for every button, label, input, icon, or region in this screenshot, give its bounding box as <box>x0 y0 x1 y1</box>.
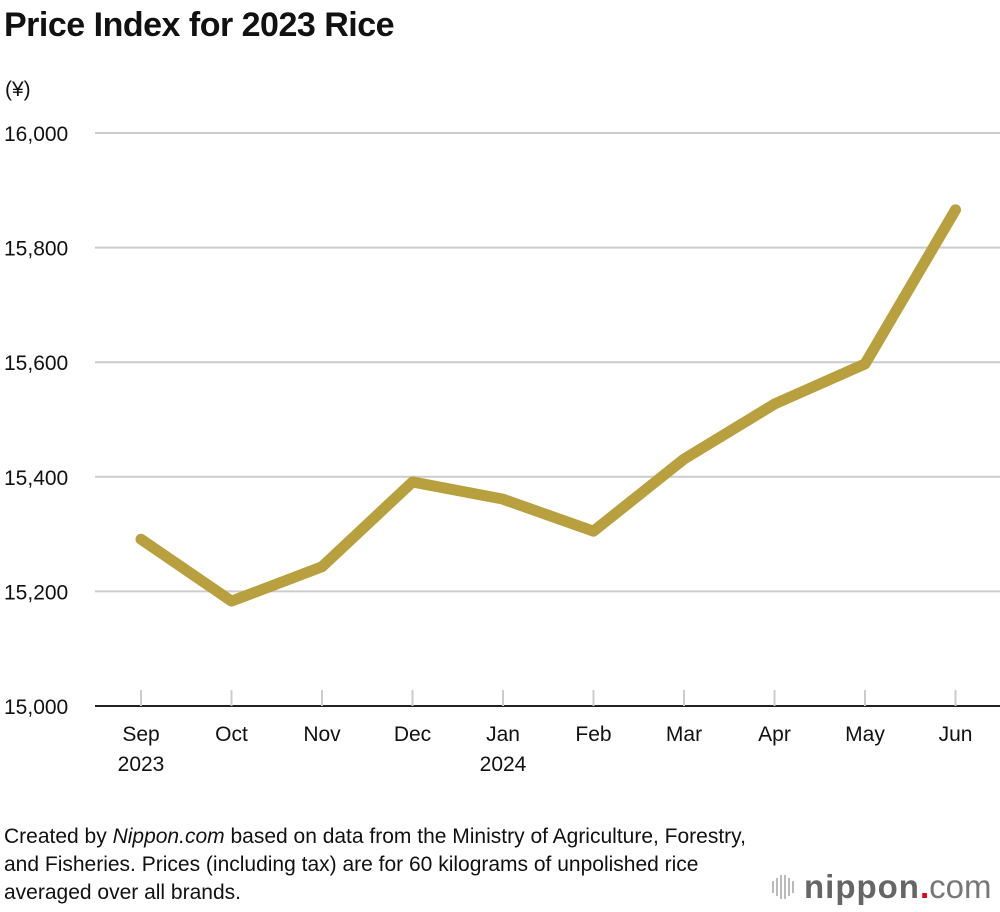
x-tick-label: 2023 <box>118 753 165 776</box>
note-source: Nippon.com <box>112 825 225 848</box>
x-tick-label: Mar <box>666 723 702 746</box>
line-chart: 15,000 15,200 15,400 15,600 15,800 16,000 Sep 2… <box>4 123 1000 776</box>
x-tick-label: Dec <box>394 723 431 746</box>
x-tick-label: Oct <box>215 723 248 746</box>
logo-name: nippon <box>804 868 920 905</box>
source-note: Created by Nippon.com based on data from… <box>4 823 764 907</box>
chart-title: Price Index for 2023 Rice <box>4 6 395 44</box>
x-tick-label: Feb <box>575 723 611 746</box>
x-tick-label: Jun <box>939 723 973 746</box>
price-line <box>135 204 961 607</box>
y-tick-label: 15,400 <box>4 467 68 490</box>
y-tick-label: 15,200 <box>4 581 68 604</box>
note-prefix: Created by <box>4 825 113 848</box>
x-tick-label: May <box>845 723 885 746</box>
nippon-logo: nippon. com <box>772 868 991 906</box>
y-axis-unit: (¥) <box>5 78 31 101</box>
logo-dot: . <box>919 868 930 905</box>
x-tick-label: Apr <box>758 723 791 746</box>
y-tick-label: 16,000 <box>4 123 68 146</box>
x-tick-label: Sep <box>122 723 159 746</box>
x-tick-label: Jan <box>486 723 520 746</box>
y-tick-label: 15,000 <box>4 696 68 719</box>
x-tick-label: 2024 <box>480 753 527 776</box>
y-tick-label: 15,600 <box>4 352 68 375</box>
x-tick-label: Nov <box>303 723 341 746</box>
logo-tld: com <box>929 868 992 905</box>
y-tick-label: 15,800 <box>4 238 68 261</box>
logo-bars-icon <box>772 875 794 899</box>
note-text: based on data from the Ministry of Agric… <box>4 825 746 904</box>
